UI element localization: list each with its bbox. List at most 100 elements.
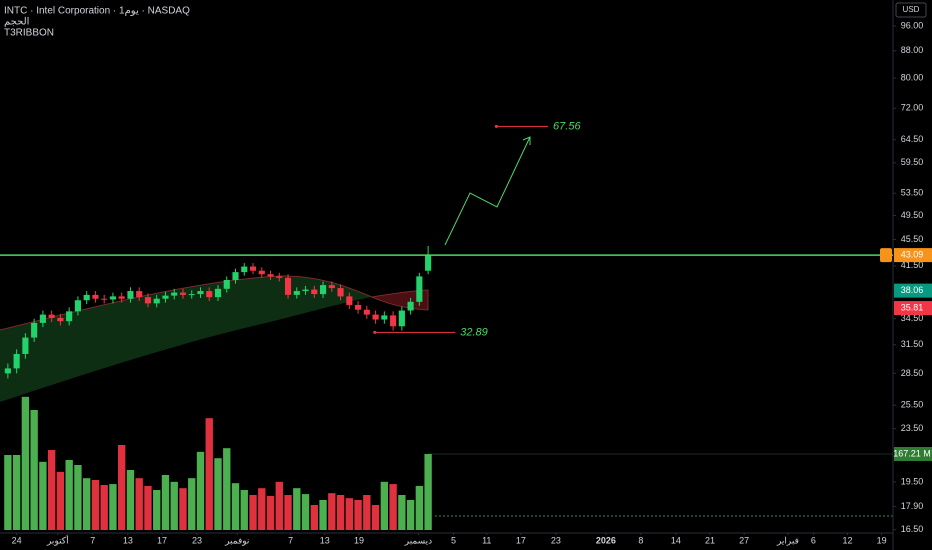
candle-body	[118, 296, 125, 299]
annotation-label: 32.89	[460, 326, 488, 338]
candle-body	[276, 276, 283, 278]
y-tick-label: 41.50	[901, 260, 924, 270]
candle-body	[188, 294, 195, 296]
x-tick-label: 13	[123, 535, 133, 545]
candle-body	[48, 314, 55, 318]
x-tick-label: فبراير	[776, 535, 799, 546]
y-tick-label: 49.50	[901, 210, 924, 220]
x-tick-label: 8	[638, 535, 643, 545]
annotation-label: 67.56	[553, 120, 581, 132]
currency-box[interactable]	[895, 2, 927, 18]
volume-bar	[144, 485, 152, 530]
x-tick-label: 14	[671, 535, 681, 545]
volume-bar	[336, 495, 345, 530]
volume-bar	[223, 448, 231, 530]
candle-body	[328, 285, 335, 289]
candle-body	[302, 289, 309, 292]
volume-bar	[82, 478, 91, 530]
volume-bar	[205, 418, 213, 530]
x-tick-label: 6	[811, 535, 816, 545]
y-tick-label: 25.50	[901, 400, 924, 410]
price-tag	[894, 248, 932, 263]
y-tick-label: 59.50	[901, 157, 924, 167]
volume-bar	[389, 484, 397, 530]
x-tick-label: 7	[288, 535, 293, 545]
candle-body	[66, 311, 73, 322]
price-tag	[894, 283, 932, 298]
candle-body	[144, 297, 152, 304]
volume-bar	[258, 488, 266, 530]
candle-body	[83, 294, 90, 301]
volume-bar	[170, 481, 178, 530]
chart-title: INTC · Intel Corporation · 1يوم · NASDAQ	[4, 6, 190, 17]
y-tick-label: 96.00	[901, 20, 924, 30]
candle-body	[319, 285, 327, 295]
candle-body	[416, 276, 423, 302]
indicator-label: الحجم	[4, 17, 29, 28]
candle-body	[4, 368, 11, 374]
projection-path	[444, 136, 531, 246]
candle-body	[92, 294, 99, 299]
volume-bar	[91, 480, 100, 530]
candle-body	[232, 272, 239, 280]
y-tick-label: 31.50	[901, 339, 924, 349]
candle-body	[136, 291, 143, 298]
x-tick-label: 11	[482, 535, 491, 545]
candle-body	[346, 296, 353, 305]
x-tick-label: 24	[12, 535, 22, 545]
volume-bar	[345, 498, 353, 530]
candle-body	[39, 314, 46, 323]
volume-bar	[406, 500, 415, 530]
volume-bar	[12, 455, 21, 530]
volume-bar	[293, 488, 301, 530]
candle-body	[214, 288, 222, 298]
currency[interactable]: USD	[903, 5, 920, 14]
candle-body	[171, 292, 178, 296]
candle-body	[311, 289, 318, 295]
candle-body	[22, 337, 29, 354]
x-tick-label: نوفمبر	[224, 535, 249, 546]
volume-bar	[39, 461, 47, 530]
y-tick-label: 88.00	[901, 45, 924, 55]
x-tick-label: 13	[320, 535, 330, 545]
volume-bar	[249, 495, 257, 530]
price-tag-label: 43.09	[901, 249, 924, 259]
candle-body	[206, 291, 213, 298]
volume-bar	[301, 494, 310, 530]
candle-body	[293, 291, 300, 295]
candle-body	[57, 317, 64, 322]
annotation-dot	[494, 124, 498, 128]
volume-bar	[275, 481, 283, 530]
annotation-dot	[373, 330, 377, 334]
volume-bar	[153, 490, 161, 530]
candle-body	[31, 322, 38, 338]
x-tick-label: 7	[90, 535, 95, 545]
candle-body	[109, 296, 117, 300]
candle-body	[153, 298, 160, 304]
candle-body	[13, 353, 20, 369]
x-tick-label: 2026	[596, 535, 616, 545]
x-tick-label: 19	[354, 535, 364, 545]
candle-body	[258, 270, 265, 275]
volume-bar	[415, 485, 424, 530]
volume-bar	[371, 505, 380, 530]
indicator-label: T3RIBBON	[4, 28, 54, 39]
y-tick-label: 34.50	[901, 313, 924, 323]
y-tick-label: 17.90	[901, 501, 924, 511]
volume-bar	[319, 500, 327, 530]
ribbon-down	[370, 289, 429, 311]
volume-bar	[4, 455, 12, 530]
volume-bar	[135, 478, 143, 530]
x-tick-label: 12	[842, 535, 852, 545]
candle-body	[372, 314, 379, 320]
volume-bar	[47, 450, 56, 530]
volume-bar	[231, 483, 240, 530]
volume-bar	[196, 451, 205, 530]
x-tick-label: 17	[157, 535, 167, 545]
candle-body	[74, 300, 81, 312]
volume-bar	[21, 396, 30, 530]
x-tick-label: 27	[739, 535, 749, 545]
y-tick-label: 19.50	[901, 476, 924, 486]
projection-arrow	[522, 136, 531, 145]
